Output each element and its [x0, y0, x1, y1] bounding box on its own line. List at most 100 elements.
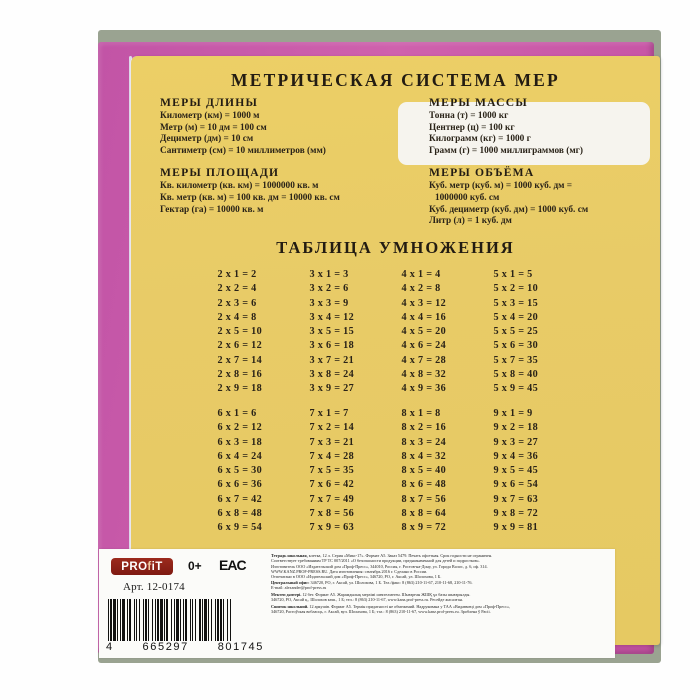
multiplication-cell: 7 x 3 = 21: [309, 436, 354, 448]
eac-conformity-icon: EAC: [219, 557, 247, 573]
barcode-bar: [129, 599, 131, 641]
volume-line: Куб. дециметр (куб. дм) = 1000 куб. см: [429, 204, 589, 215]
barcode-bar: [176, 599, 179, 641]
multiplication-cell: 4 x 6 = 24: [401, 340, 446, 352]
multiplication-row: 6 x 8 = 48 7 x 8 = 56 8 x 8 = 64 9 x 8 = 72: [131, 507, 660, 521]
multiplication-row: 2 x 9 = 18 3 x 9 = 27 4 x 9 = 36 5 x 9 = 45: [131, 382, 660, 396]
multiplication-cell: 9 x 7 = 63: [493, 493, 538, 505]
barcode-bar: [145, 599, 147, 641]
logo-text-pro: PRO: [121, 560, 148, 573]
multiplication-cell: 4 x 5 = 20: [401, 326, 446, 338]
barcode-bar: [157, 599, 159, 641]
age-rating-badge: 0+: [188, 559, 202, 573]
volume-line: Куб. метр (куб. м) = 1000 куб. дм =: [429, 181, 573, 192]
multiplication-cell: 3 x 7 = 21: [309, 354, 354, 366]
barcode-bar: [227, 599, 228, 641]
multiplication-row: 2 x 2 = 4 3 x 2 = 6 4 x 2 = 8 5 x 2 = 10: [131, 282, 660, 296]
multiplication-cell: 8 x 4 = 32: [401, 450, 446, 462]
fineprint-line: Тетрадь школьная, клетка, 12 л. Серия «М…: [271, 553, 493, 558]
volume-heading: МЕРЫ ОБЪЁМА: [429, 166, 535, 180]
barcode-digit-group: 4: [106, 641, 114, 653]
multiplication-cell: 2 x 3 = 6: [217, 297, 257, 309]
fineprint-line: Центральный офис: 346720, РО, г. Аксай, …: [271, 579, 473, 585]
fineprint-line: Сшиток школьний. 12 аркушів. Формат А5. …: [271, 603, 511, 609]
multiplication-row: 2 x 5 = 10 3 x 5 = 15 4 x 5 = 20 5 x 5 = 25: [131, 325, 660, 339]
multiplication-cell: 6 x 9 = 54: [217, 522, 262, 534]
multiplication-cell: 8 x 5 = 40: [401, 465, 446, 477]
multiplication-cell: 7 x 7 = 49: [309, 493, 354, 505]
product-label: PRO f iT 0+ EAC Арт. 12-0174 4 665297 8017…: [99, 549, 615, 658]
article-number: Арт. 12-0174: [123, 581, 185, 593]
mass-line: Центнер (ц) = 100 кг: [429, 122, 515, 133]
multiplication-cell: 3 x 3 = 9: [309, 297, 349, 309]
multiplication-cell: 9 x 5 = 45: [493, 465, 538, 477]
mass-heading: МЕРЫ МАССЫ: [429, 96, 528, 109]
barcode-bar: [143, 599, 144, 641]
barcode-bar: [148, 599, 149, 641]
profit-logo: PRO f iT: [111, 558, 173, 575]
barcode-bar: [117, 599, 118, 641]
multiplication-row: 2 x 4 = 8 3 x 4 = 12 4 x 4 = 16 5 x 4 = 20: [131, 311, 660, 325]
page-title: МЕТРИЧЕСКАЯ СИСТЕМА МЕР: [231, 70, 560, 90]
multiplication-row: 6 x 2 = 12 7 x 2 = 14 8 x 2 = 16 9 x 2 = 18: [131, 421, 660, 435]
barcode-bar: [211, 599, 212, 641]
multiplication-cell: 6 x 5 = 30: [217, 465, 262, 477]
multiplication-cell: 3 x 2 = 6: [309, 283, 349, 295]
multiplication-cell: 2 x 4 = 8: [217, 311, 257, 323]
multiplication-cell: 9 x 9 = 81: [493, 522, 538, 534]
barcode-bar: [180, 599, 181, 641]
multiplication-cell: 9 x 6 = 54: [493, 479, 538, 491]
multiplication-cell: 4 x 8 = 32: [401, 369, 446, 381]
multiplication-row: 2 x 8 = 16 3 x 8 = 24 4 x 8 = 32 5 x 8 = 40: [131, 368, 660, 382]
area-line: Кв. километр (кв. км) = 1000000 кв. м: [160, 181, 319, 192]
multiplication-cell: 5 x 3 = 15: [493, 297, 538, 309]
fineprint-line: 346720, РО, Аксай қ., Шолохов көш., 1 Б;…: [271, 597, 463, 603]
multiplication-cell: 5 x 4 = 20: [493, 311, 538, 323]
legal-fineprint: Тетрадь школьная, клетка, 12 л. Серия «М…: [271, 553, 607, 615]
multiplication-row: 6 x 4 = 24 7 x 4 = 28 8 x 4 = 32 9 x 4 = 36: [131, 450, 660, 464]
multiplication-row: 2 x 6 = 12 3 x 6 = 18 4 x 6 = 24 5 x 6 = 30: [131, 339, 660, 353]
multiplication-cell: 9 x 8 = 72: [493, 508, 538, 520]
multiplication-cell: 3 x 5 = 15: [309, 326, 354, 338]
multiplication-cell: 2 x 2 = 4: [217, 283, 257, 295]
length-heading: МЕРЫ ДЛИНЫ: [160, 96, 259, 109]
multiplication-cell: 6 x 4 = 24: [217, 450, 262, 462]
multiplication-cell: 3 x 6 = 18: [309, 340, 354, 352]
multiplication-cell: 9 x 1 = 9: [493, 408, 533, 419]
barcode-bar: [134, 599, 135, 641]
length-line: Метр (м) = 10 дм = 100 см: [160, 122, 267, 133]
multiplication-row: 6 x 1 = 6 7 x 1 = 7 8 x 1 = 8 9 x 1 = 9: [131, 407, 660, 421]
measures-section: МЕРЫ ДЛИНЫ Километр (км) = 1000 м Метр (…: [131, 96, 660, 241]
multiplication-cell: 3 x 4 = 12: [309, 311, 354, 323]
multiplication-cell: 5 x 6 = 30: [493, 340, 538, 352]
multiplication-cell: 6 x 1 = 6: [217, 408, 257, 419]
area-line: Кв. метр (кв. м) = 100 кв. дм = 10000 кв…: [160, 192, 340, 203]
logo-text-f: f: [147, 560, 152, 573]
multiplication-cell: 8 x 3 = 24: [401, 436, 446, 448]
barcode-bar: [220, 599, 222, 641]
multiplication-cell: 6 x 7 = 42: [217, 493, 262, 505]
barcode-bar: [108, 599, 109, 641]
barcode-bar: [208, 599, 209, 641]
multiplication-cell: 7 x 5 = 35: [309, 465, 354, 477]
measures-right-column: МЕРЫ МАССЫ Тонна (т) = 1000 кг Центнер (…: [403, 96, 653, 228]
barcode-bar: [171, 599, 172, 641]
multiplication-cell: 8 x 6 = 48: [401, 479, 446, 491]
mass-line: Килограмм (кг) = 1000 г: [429, 134, 531, 145]
fineprint-line: Мектеп дәптері. 12 бет. Формат А5. Жарам…: [271, 591, 471, 597]
multiplication-row: 6 x 3 = 18 7 x 3 = 21 8 x 3 = 24 9 x 3 = 27: [131, 436, 660, 450]
multiplication-cell: 2 x 9 = 18: [217, 383, 262, 395]
barcode-bar: [217, 599, 219, 641]
multiplication-cell: 6 x 3 = 18: [217, 436, 262, 448]
barcode-bar: [122, 599, 125, 641]
barcode-bar: [113, 599, 116, 641]
multiplication-cell: 4 x 4 = 16: [401, 311, 446, 323]
multiplication-cell: 5 x 1 = 5: [493, 269, 533, 280]
multiplication-cell: 7 x 4 = 28: [309, 450, 354, 462]
multiplication-cell: 2 x 5 = 10: [217, 326, 262, 338]
barcode-digits: 4 665297 801745: [106, 641, 264, 653]
multiplication-cell: 6 x 2 = 12: [217, 422, 262, 434]
multiplication-row: 6 x 9 = 54 7 x 9 = 63 8 x 9 = 72 9 x 9 = 81: [131, 521, 660, 535]
